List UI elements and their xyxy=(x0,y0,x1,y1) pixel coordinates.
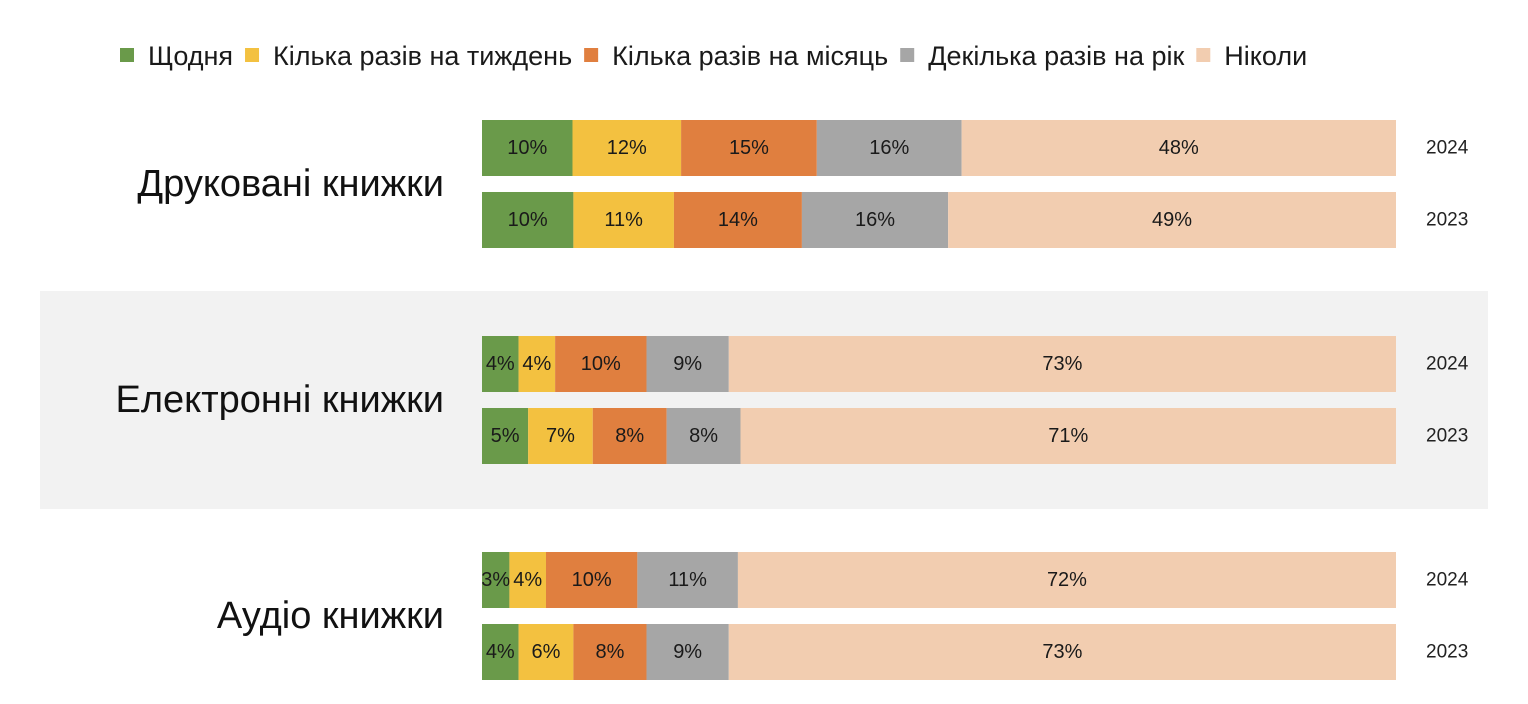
bar-segment xyxy=(555,336,647,392)
segment-value-label: 4% xyxy=(486,641,515,663)
bar-segment xyxy=(737,552,1396,608)
bar-segment xyxy=(518,336,556,392)
segment-value-label: 72% xyxy=(1047,569,1087,591)
segment-value-label: 10% xyxy=(581,353,621,375)
legend-swatch-1 xyxy=(120,48,134,62)
group-band-2 xyxy=(40,291,1488,509)
bar-segment xyxy=(961,120,1396,176)
legend-label-5: Ніколи xyxy=(1224,41,1307,71)
bar-segment xyxy=(637,552,738,608)
bar-segment xyxy=(482,192,574,248)
bar-segment xyxy=(482,408,529,464)
segment-value-label: 8% xyxy=(615,425,644,447)
year-label: 2024 xyxy=(1426,570,1469,591)
legend-label-2: Кілька разів на тиждень xyxy=(273,41,572,71)
year-label: 2023 xyxy=(1426,642,1468,663)
legend-label-4: Декілька разів на рік xyxy=(928,41,1184,71)
bar-segment xyxy=(482,120,573,176)
segment-value-label: 11% xyxy=(604,209,643,231)
legend-label-1: Щодня xyxy=(148,41,233,71)
group-bands xyxy=(40,291,1488,509)
year-label: 2023 xyxy=(1426,210,1468,231)
group-label: Друковані книжки xyxy=(137,163,444,205)
bar-group-1: Друковані книжки 10% 12% 15% 16% 48% 2024 10% 11… xyxy=(137,120,1469,248)
segment-value-label: 10% xyxy=(508,209,548,231)
segment-value-label: 9% xyxy=(673,353,702,375)
legend-swatch-4 xyxy=(900,48,915,62)
bar-segment xyxy=(948,192,1396,248)
segment-value-label: 10% xyxy=(572,569,612,591)
segment-value-label: 8% xyxy=(596,641,625,663)
year-label: 2024 xyxy=(1426,138,1469,159)
legend-label-3: Кілька разів на місяць xyxy=(612,41,888,71)
group-label: Електронні книжки xyxy=(116,379,444,421)
bar-segment xyxy=(482,336,519,392)
bar-segment xyxy=(592,408,667,464)
segment-value-label: 5% xyxy=(491,425,520,447)
bar-segment xyxy=(482,552,510,608)
bar-segment xyxy=(573,192,674,248)
bar-groups: Друковані книжки 10% 12% 15% 16% 48% 2024 10% 11… xyxy=(116,120,1469,680)
bar-segment xyxy=(646,624,729,680)
segment-value-label: 12% xyxy=(607,137,647,159)
segment-value-label: 10% xyxy=(507,137,547,159)
segment-value-label: 9% xyxy=(673,641,702,663)
bar-segment xyxy=(482,624,519,680)
segment-value-label: 73% xyxy=(1042,353,1082,375)
segment-value-label: 48% xyxy=(1159,137,1199,159)
bar-segment xyxy=(509,552,546,608)
segment-value-label: 3% xyxy=(481,569,510,591)
bar-group-2: Електронні книжки 4% 4% 10% 9% 73% 2024 5% 7% 8% 8… xyxy=(116,336,1469,464)
bar-segment xyxy=(673,192,802,248)
bar-segment xyxy=(518,624,574,680)
segment-value-label: 71% xyxy=(1048,425,1088,447)
legend-swatch-5 xyxy=(1196,48,1211,62)
segment-value-label: 49% xyxy=(1152,209,1192,231)
year-label: 2023 xyxy=(1426,426,1468,447)
chart-legend: Щодня Кілька разів на тиждень Кілька разів… xyxy=(120,41,1307,71)
segment-value-label: 11% xyxy=(668,569,707,591)
segment-value-label: 15% xyxy=(729,137,769,159)
segment-value-label: 73% xyxy=(1042,641,1082,663)
bar-segment xyxy=(545,552,638,608)
segment-value-label: 14% xyxy=(718,209,758,231)
segment-value-label: 8% xyxy=(689,425,718,447)
legend-swatch-2 xyxy=(245,48,260,62)
bar-segment xyxy=(528,408,593,464)
bar-segment xyxy=(573,624,647,680)
segment-value-label: 7% xyxy=(546,425,575,447)
segment-value-label: 16% xyxy=(855,209,895,231)
segment-value-label: 4% xyxy=(522,353,551,375)
segment-value-label: 16% xyxy=(869,137,909,159)
segment-value-label: 6% xyxy=(532,641,561,663)
segment-value-label: 4% xyxy=(486,353,515,375)
bar-segment xyxy=(646,336,729,392)
year-label: 2024 xyxy=(1426,354,1469,375)
bar-segment xyxy=(740,408,1396,464)
bar-segment xyxy=(728,336,1396,392)
group-label: Аудіо книжки xyxy=(217,595,444,637)
bar-segment xyxy=(816,120,962,176)
legend-swatch-3 xyxy=(584,48,599,62)
bar-segment xyxy=(572,120,682,176)
bar-segment xyxy=(681,120,817,176)
bar-segment xyxy=(728,624,1396,680)
bar-segment xyxy=(666,408,741,464)
segment-value-label: 4% xyxy=(513,569,542,591)
bar-segment xyxy=(801,192,949,248)
